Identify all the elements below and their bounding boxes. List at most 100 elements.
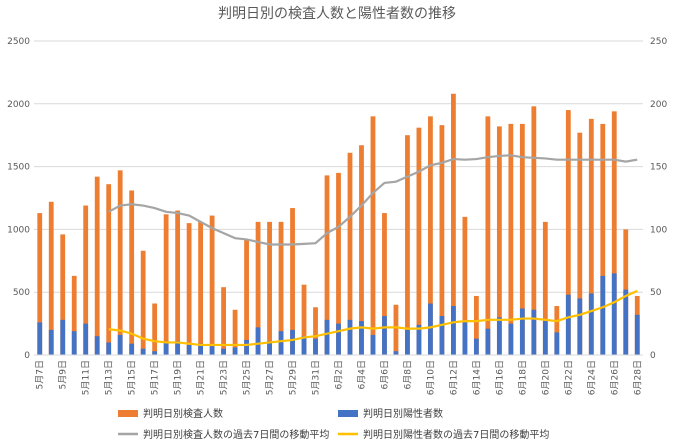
x-tick-label: 5月31日 xyxy=(311,360,322,395)
positive-bar xyxy=(37,322,43,355)
positive-bar xyxy=(623,289,629,355)
tests-bar xyxy=(577,132,583,355)
positive-bar xyxy=(462,322,468,355)
x-axis-ticks: 5月7日 5月9日 5月11日 5月13日 5月15日 5月17日 5月19日 5月21日 5月… xyxy=(35,360,644,395)
x-tick-label: 6月22日 xyxy=(563,360,574,395)
x-tick-label: 5月15日 xyxy=(127,360,138,395)
tests-bar xyxy=(152,303,158,355)
x-tick-label: 5月7日 xyxy=(35,360,46,389)
x-tick-label: 5月29日 xyxy=(288,360,299,395)
legend-label-positive-ma: 判明日別陽性者数の過去7日間の移動平均 xyxy=(363,428,549,441)
tests-bar xyxy=(611,111,617,355)
tests-bar xyxy=(451,93,456,355)
chart-title: 判明日別の検査人数と陽性者数の推移 xyxy=(218,6,456,22)
positive-bar xyxy=(336,323,341,355)
positive-bar xyxy=(60,319,66,355)
positive-bar xyxy=(405,329,410,355)
tests-bar xyxy=(405,135,410,355)
tests-bar xyxy=(519,123,525,356)
x-tick-label: 6月6日 xyxy=(379,360,390,389)
positive-bar xyxy=(496,317,502,355)
tests-bar xyxy=(37,213,43,355)
tests-bar xyxy=(186,223,192,355)
positive-bar xyxy=(370,334,376,355)
positive-bar xyxy=(232,347,238,355)
positive-bar xyxy=(416,324,422,355)
positive-bar xyxy=(313,338,318,355)
tests-bar xyxy=(554,306,560,355)
positive-bar xyxy=(255,327,261,355)
tests-bar xyxy=(60,234,66,355)
positive-bar xyxy=(531,309,537,355)
x-tick-label: 6月4日 xyxy=(356,360,367,389)
positive-bar xyxy=(439,316,445,355)
legend-label-tests: 判明日別検査人数 xyxy=(143,407,223,420)
tests-bar xyxy=(244,239,249,355)
positive-bar xyxy=(554,332,560,355)
tests-bar xyxy=(336,172,341,355)
tests-bar xyxy=(416,127,422,355)
positive-bar xyxy=(244,339,249,355)
tests-bar xyxy=(232,309,238,355)
x-tick-label: 6月28日 xyxy=(632,360,643,395)
y-right-tick-label: 50 xyxy=(650,288,662,298)
tests-bar xyxy=(439,125,445,355)
tests-bar xyxy=(347,152,353,355)
positive-bar xyxy=(186,344,192,355)
positive-bar xyxy=(382,316,387,355)
tests-bar xyxy=(198,221,204,355)
legend-label-positive: 判明日別陽性者数 xyxy=(363,407,443,420)
tests-bar xyxy=(473,295,479,355)
tests-bar xyxy=(301,284,307,355)
positive-bar xyxy=(324,319,330,355)
tests-bar xyxy=(496,126,502,356)
legend: 判明日別検査人数 判明日別陽性者数 判明日別検査人数の過去7日間の移動平均 判明… xyxy=(118,407,549,441)
x-tick-label: 6月2日 xyxy=(334,360,345,389)
x-tick-label: 6月26日 xyxy=(609,360,620,395)
positive-bar xyxy=(542,321,548,355)
tests-bar xyxy=(382,213,387,355)
positive-bar xyxy=(106,342,112,355)
left-axis-ticks: 0 500 1000 1500 2000 2500 xyxy=(7,37,30,361)
y-left-tick-label: 0 xyxy=(24,351,30,361)
tests-bar xyxy=(129,190,135,355)
legend-swatch-positive xyxy=(338,410,358,417)
y-right-tick-label: 250 xyxy=(650,37,667,47)
tests-bar xyxy=(324,175,330,355)
y-left-tick-label: 500 xyxy=(13,288,30,298)
x-tick-label: 6月24日 xyxy=(586,360,597,395)
legend-swatch-tests xyxy=(118,410,138,417)
positive-bar xyxy=(451,306,456,355)
x-tick-label: 5月19日 xyxy=(173,360,184,395)
tests-bar xyxy=(175,210,181,355)
positive-bar xyxy=(83,323,89,355)
tests-bar xyxy=(462,216,468,355)
positive-bar xyxy=(209,346,215,355)
positive-bar xyxy=(175,341,181,355)
tests-bar xyxy=(359,145,364,355)
x-tick-label: 5月23日 xyxy=(219,360,230,395)
x-tick-label: 5月17日 xyxy=(150,360,161,395)
positive-bar xyxy=(428,303,433,355)
tests-bar xyxy=(370,116,376,355)
tests-bar xyxy=(94,176,100,355)
x-tick-label: 5月25日 xyxy=(242,360,253,395)
y-right-tick-label: 0 xyxy=(650,351,656,361)
positive-bar xyxy=(267,341,272,355)
positive-moving-average-line xyxy=(108,289,638,347)
positive-bar xyxy=(48,329,54,355)
x-tick-label: 6月8日 xyxy=(402,360,413,389)
positive-bar xyxy=(301,336,307,355)
positive-bar xyxy=(221,348,226,355)
x-tick-label: 5月11日 xyxy=(81,360,92,395)
y-right-tick-label: 200 xyxy=(650,100,667,110)
positive-bar xyxy=(359,321,364,355)
y-right-tick-label: 150 xyxy=(650,163,667,173)
x-tick-label: 5月21日 xyxy=(196,360,207,395)
positive-bar xyxy=(634,314,640,355)
positive-bar xyxy=(117,334,123,355)
x-tick-label: 5月27日 xyxy=(265,360,276,395)
positive-bar xyxy=(290,329,295,355)
positive-bar xyxy=(71,331,77,355)
tests-bar xyxy=(565,110,571,355)
